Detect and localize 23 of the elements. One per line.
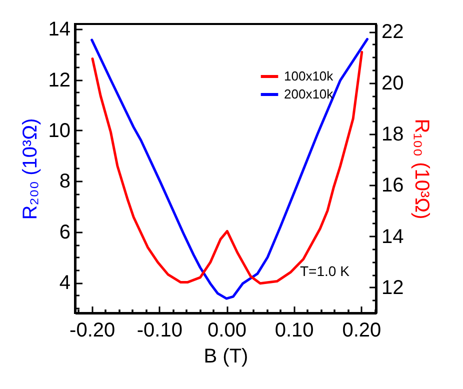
y2-tick-label: 22 xyxy=(382,21,404,44)
annotation: T=1.0 K xyxy=(300,263,350,279)
y-tick-label: 6 xyxy=(59,221,70,244)
legend-label: 200x10k xyxy=(284,86,334,102)
x-tick-label: 0.20 xyxy=(342,320,382,342)
y2-axis-title: R₁₀₀ (10³Ω) xyxy=(410,118,433,220)
x-tick-label: 0.00 xyxy=(208,320,246,342)
y2-tick-label: 12 xyxy=(382,276,404,299)
y2-tick-label: 18 xyxy=(382,123,404,146)
y2-tick-label: 14 xyxy=(382,226,404,248)
x-axis-title: B (T) xyxy=(204,346,248,368)
y2-tick-label: 20 xyxy=(382,72,404,94)
y-tick-label: 4 xyxy=(59,272,70,294)
y-tick-label: 8 xyxy=(59,170,70,193)
x-tick-label: -0.10 xyxy=(136,320,182,342)
y2-tick-label: 16 xyxy=(382,174,404,197)
legend-label: 100x10k xyxy=(284,68,334,84)
y-tick-label: 10 xyxy=(48,120,70,142)
y-axis-title: R₂₀₀ (10³Ω) xyxy=(19,118,42,220)
y-tick-label: 12 xyxy=(48,69,70,92)
y-tick-label: 14 xyxy=(48,18,70,41)
x-tick-label: 0.10 xyxy=(274,320,314,342)
x-tick-label: -0.20 xyxy=(70,320,116,342)
